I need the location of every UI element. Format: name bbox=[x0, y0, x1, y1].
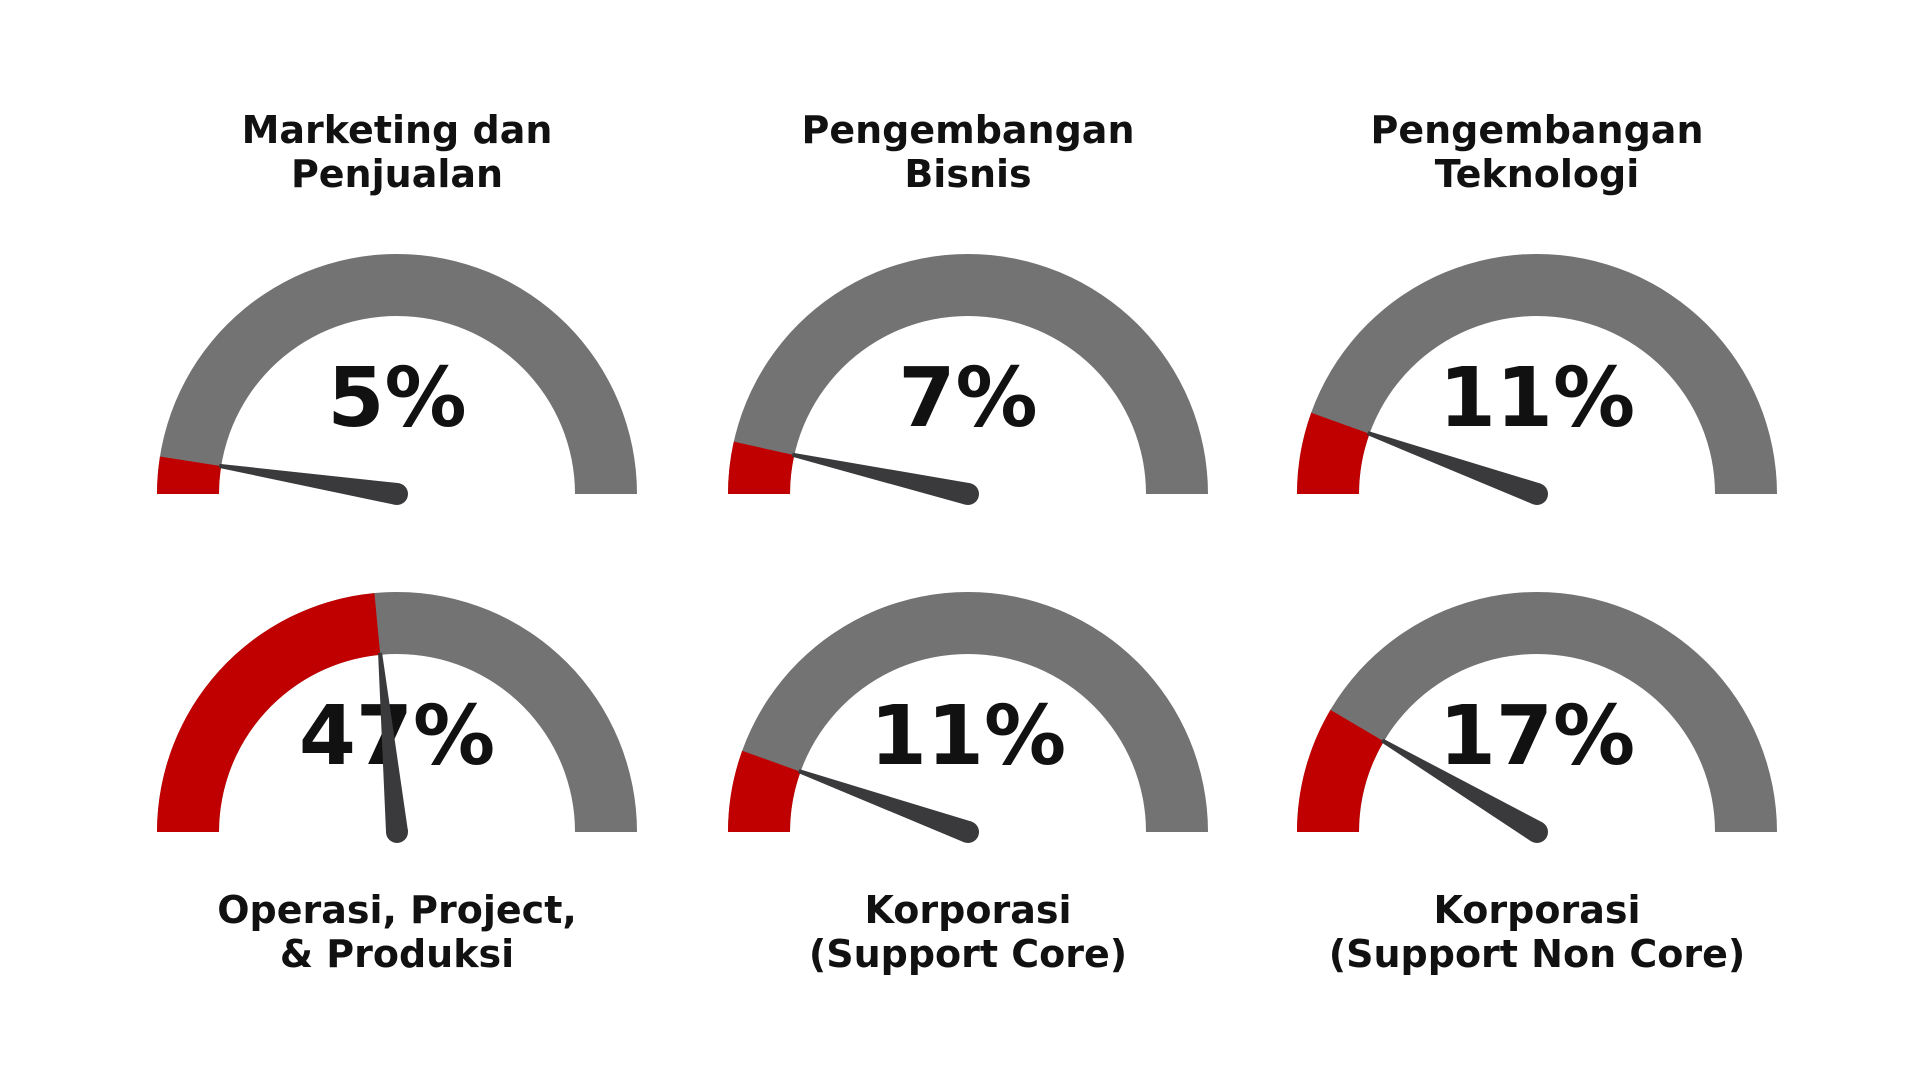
gauge-fill bbox=[1297, 412, 1370, 494]
gauge-label-marketing-penjualan: Marketing dan Penjualan bbox=[241, 108, 553, 196]
gauge-fill bbox=[157, 593, 381, 832]
gauge-fill bbox=[728, 750, 801, 832]
gauge-fill bbox=[157, 456, 222, 494]
gauge-track bbox=[728, 254, 1208, 494]
gauge-label-korporasi-support-non-core: Korporasi (Support Non Core) bbox=[1328, 888, 1746, 976]
gauge-track bbox=[1297, 254, 1777, 494]
gauge-track bbox=[1297, 592, 1777, 832]
gauge-value-korporasi-support-non-core: 17% bbox=[1438, 689, 1636, 784]
gauge-value-marketing-penjualan: 5% bbox=[327, 351, 467, 446]
gauge-track bbox=[157, 254, 637, 494]
gauge-value-operasi-project-produksi: 47% bbox=[298, 689, 496, 784]
gauge-track bbox=[728, 592, 1208, 832]
gauge-value-pengembangan-teknologi: 11% bbox=[1438, 351, 1636, 446]
gauge-label-korporasi-support-core: Korporasi (Support Core) bbox=[808, 888, 1128, 976]
gauge-fill bbox=[1297, 709, 1384, 832]
gauge-label-operasi-project-produksi: Operasi, Project, & Produksi bbox=[217, 888, 577, 976]
gauge-fill bbox=[728, 441, 795, 494]
gauge-value-pengembangan-bisnis: 7% bbox=[898, 351, 1038, 446]
gauge-label-pengembangan-teknologi: Pengembangan Teknologi bbox=[1370, 108, 1704, 196]
gauge-value-korporasi-support-core: 11% bbox=[869, 689, 1067, 784]
gauge-label-pengembangan-bisnis: Pengembangan Bisnis bbox=[801, 108, 1135, 196]
